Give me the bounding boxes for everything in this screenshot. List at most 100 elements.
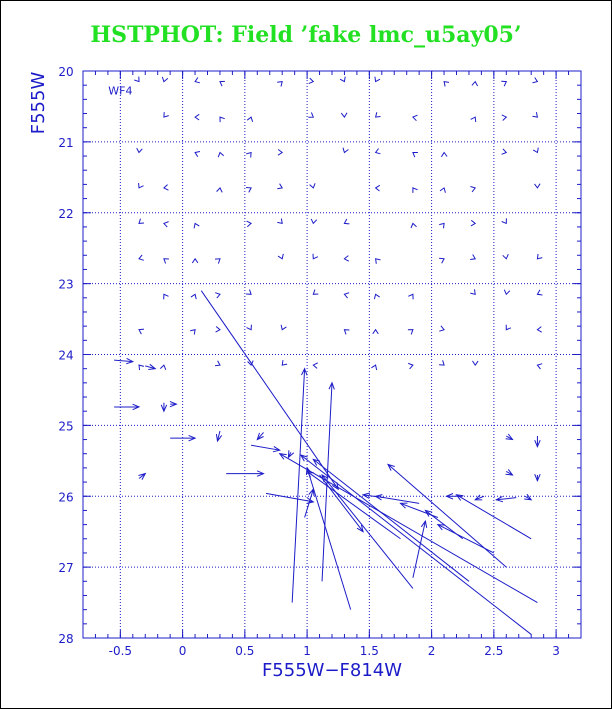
x-tick-label: 2 <box>428 644 436 658</box>
small-vector-marker <box>308 77 315 85</box>
small-vector-marker <box>163 258 169 264</box>
small-vector-marker <box>412 114 418 122</box>
small-vector-marker <box>138 218 145 224</box>
displacement-vector <box>250 444 280 451</box>
small-vector-marker <box>534 183 541 189</box>
vector-arrowhead <box>299 454 308 462</box>
vector-arrowhead <box>188 434 197 442</box>
small-vector-marker <box>277 81 283 87</box>
small-vector-marker <box>412 187 418 193</box>
vector-arrowhead <box>505 469 514 476</box>
small-vector-marker <box>410 222 417 229</box>
vector-arrowhead <box>455 494 464 501</box>
vector-arrowhead <box>495 495 504 503</box>
displacement-vector <box>412 520 426 578</box>
small-vector-marker <box>343 329 350 335</box>
small-vector-marker <box>439 257 445 264</box>
small-vector-marker <box>536 326 542 333</box>
small-vector-marker <box>471 80 479 87</box>
x-tick-label: 2.5 <box>484 644 503 658</box>
small-vector-marker <box>408 362 414 370</box>
small-vector-marker <box>501 114 508 121</box>
small-vector-marker <box>277 183 284 190</box>
vector-arrowhead <box>321 474 329 482</box>
vector-arrowhead <box>301 367 308 376</box>
vector-arrowhead <box>474 494 483 501</box>
vector-arrowhead <box>387 463 395 471</box>
wf4-annotation: WF4 <box>108 84 132 97</box>
small-vector-marker <box>503 289 511 296</box>
y-tick-label: 28 <box>58 632 73 646</box>
vector-arrowhead <box>287 450 295 459</box>
small-vector-marker <box>136 147 143 154</box>
vector-arrowhead <box>332 482 339 491</box>
x-tick-label: -0.5 <box>109 644 132 658</box>
small-vector-marker <box>443 80 450 87</box>
displacement-vector <box>200 290 339 490</box>
small-vector-marker <box>532 77 539 84</box>
small-vector-marker <box>216 187 223 193</box>
displacement-vector <box>306 467 352 610</box>
small-vector-marker <box>277 218 283 225</box>
x-tick-label: 0 <box>179 644 187 658</box>
small-vector-marker <box>219 80 225 87</box>
displacement-vector <box>145 365 156 370</box>
small-vector-marker <box>138 254 144 261</box>
small-vector-marker <box>440 151 448 158</box>
small-vector-marker <box>339 76 346 83</box>
y-tick-label: 23 <box>58 278 73 292</box>
small-vector-marker <box>215 292 221 299</box>
small-vector-marker <box>214 360 221 367</box>
y-tick-label: 26 <box>58 490 73 504</box>
displacement-vector <box>456 494 532 540</box>
displacement-vector <box>474 495 485 501</box>
vector-arrowhead <box>215 434 223 443</box>
small-vector-marker <box>138 328 145 335</box>
small-vector-marker <box>280 324 287 331</box>
small-vector-marker <box>470 254 477 260</box>
x-tick-label: 1.5 <box>360 644 379 658</box>
small-vector-marker <box>439 325 445 332</box>
small-vector-marker <box>163 112 169 118</box>
y-tick-label: 20 <box>58 65 73 79</box>
small-vector-marker <box>246 324 252 331</box>
small-vector-marker <box>219 116 225 123</box>
small-vector-marker <box>374 112 381 118</box>
small-vector-marker <box>372 328 379 335</box>
displacement-vector <box>437 524 495 554</box>
small-vector-marker <box>374 184 381 192</box>
small-vector-marker <box>163 221 169 228</box>
small-vector-marker <box>163 293 169 300</box>
displacement-vector <box>300 454 532 635</box>
displacement-vector <box>321 382 333 582</box>
small-vector-marker <box>194 77 201 84</box>
small-vector-marker <box>277 253 284 260</box>
small-vector-marker <box>407 329 414 335</box>
small-vector-marker <box>501 80 508 87</box>
small-vector-marker <box>246 151 252 158</box>
small-vector-marker <box>439 222 445 229</box>
vector-arrowhead <box>505 433 514 441</box>
vector-arrowhead <box>420 519 428 528</box>
displacement-vector <box>321 474 414 589</box>
vector-arrowhead <box>534 474 541 482</box>
small-vector-marker <box>371 364 378 371</box>
displacement-vector <box>279 453 538 603</box>
small-vector-marker <box>536 253 543 260</box>
small-vector-marker <box>309 183 316 189</box>
small-vector-marker <box>439 360 445 366</box>
vector-arrowhead <box>126 357 135 365</box>
small-vector-marker <box>247 360 254 366</box>
displacement-vector <box>400 502 439 518</box>
small-vector-marker <box>470 289 476 295</box>
small-vector-marker <box>312 362 319 369</box>
small-vector-marker <box>134 76 140 83</box>
vector-arrowhead <box>436 524 445 531</box>
displacement-vector <box>387 463 507 568</box>
small-vector-marker <box>246 220 252 228</box>
small-vector-marker <box>502 254 509 260</box>
displacement-vector <box>304 489 314 518</box>
small-vector-marker <box>312 289 319 295</box>
small-vector-marker <box>343 255 350 262</box>
x-tick-label: 0.5 <box>235 644 254 658</box>
